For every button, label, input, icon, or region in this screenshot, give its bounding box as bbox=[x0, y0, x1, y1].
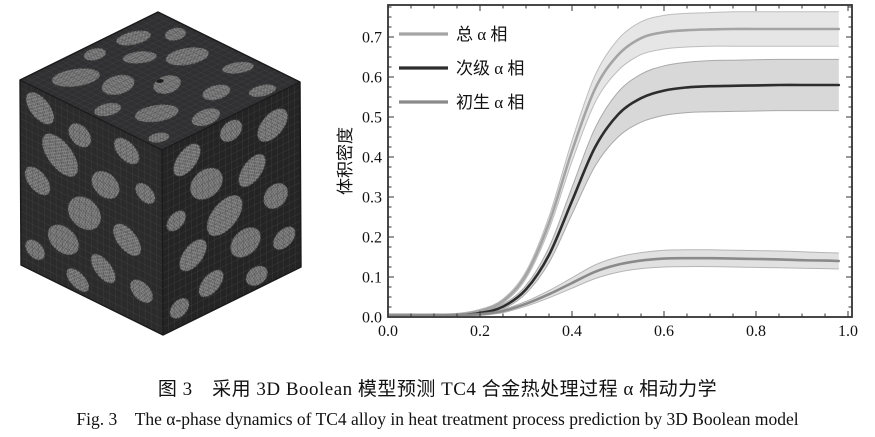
y-tick-label: 0.6 bbox=[362, 70, 382, 87]
y-tick-label: 0.1 bbox=[362, 270, 382, 287]
legend: 总 α 相次级 α 相初生 α 相 bbox=[399, 25, 524, 112]
x-tick-label: 0.6 bbox=[654, 323, 674, 340]
y-tick-label: 0.3 bbox=[362, 190, 382, 207]
microstructure-cube-render bbox=[0, 0, 330, 350]
x-tick-label: 1.0 bbox=[838, 323, 858, 340]
legend-label-2: 初生 α 相 bbox=[456, 93, 524, 112]
band-series-0 bbox=[389, 11, 839, 316]
y-axis-title: 体积密度 bbox=[336, 127, 355, 195]
x-tick-label: 0.8 bbox=[746, 323, 766, 340]
series-lines bbox=[389, 27, 841, 316]
legend-label-0: 总 α 相 bbox=[456, 25, 507, 44]
y-tick-label: 0.0 bbox=[362, 310, 382, 327]
band-lower-edge-2 bbox=[389, 266, 839, 316]
line-series-1 bbox=[389, 83, 841, 316]
y-tick-label: 0.5 bbox=[362, 110, 382, 127]
line-series-2 bbox=[389, 256, 841, 316]
caption-english: Fig. 3 The α-phase dynamics of TC4 alloy… bbox=[76, 409, 799, 429]
legend-label-1: 次级 α 相 bbox=[456, 59, 524, 78]
x-tick-label: 0.4 bbox=[562, 323, 582, 340]
series-bands bbox=[389, 11, 839, 316]
cube-left-face bbox=[20, 80, 163, 335]
band-series-2 bbox=[389, 249, 839, 316]
alpha-phase-kinetics-chart: 0.0 0.2 0.4 0.6 0.8 1.0 0.0 0.1 0.2 0.3 0.4 0.5 0.6 0… bbox=[336, 4, 858, 340]
band-lower-edge-1 bbox=[458, 110, 839, 316]
y-tick-label: 0.2 bbox=[362, 230, 382, 247]
y-tick-label: 0.7 bbox=[362, 30, 382, 47]
cube-inner-edges bbox=[19, 79, 301, 336]
axis-ticks bbox=[387, 5, 852, 318]
caption-chinese: 图 3 采用 3D Boolean 模型预测 TC4 合金热处理过程 α 相动力… bbox=[157, 379, 718, 400]
y-tick-label: 0.4 bbox=[362, 150, 382, 167]
x-tick-label: 0.2 bbox=[470, 323, 490, 340]
plot-frame bbox=[387, 4, 853, 318]
top-face-center-marker bbox=[156, 79, 164, 83]
x-tick-label: 0.0 bbox=[378, 323, 398, 340]
